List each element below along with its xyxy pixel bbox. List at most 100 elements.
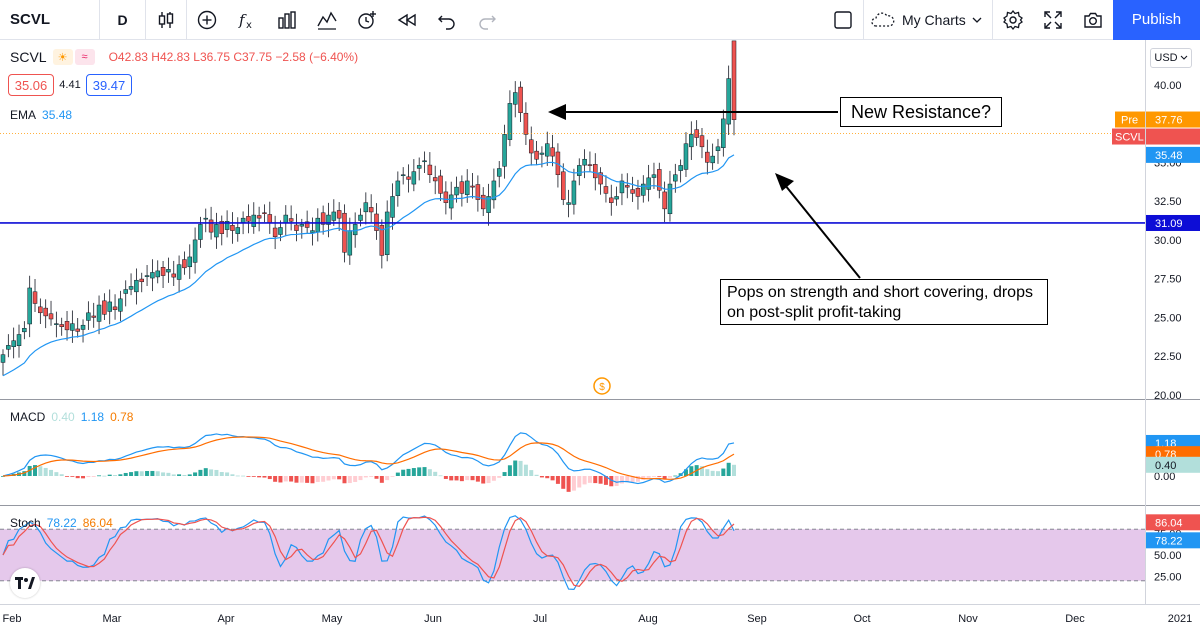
comment-arrow-line <box>784 184 861 279</box>
my-charts-label: My Charts <box>902 11 966 28</box>
spread-value: 4.41 <box>59 79 81 91</box>
stoch-d-value-label: 86.04 <box>1155 517 1183 529</box>
macd-histogram-bar <box>454 476 459 481</box>
undo-button[interactable] <box>427 0 467 40</box>
candle-down <box>48 313 54 320</box>
candle-up <box>86 312 91 321</box>
support-price-tag <box>1146 214 1200 231</box>
macd-histogram-bar <box>75 476 80 479</box>
macd-histogram-bar <box>331 476 336 480</box>
alert-button[interactable] <box>347 0 387 40</box>
redo-button[interactable] <box>467 0 507 40</box>
candle-down <box>32 291 38 304</box>
tradingview-logo[interactable] <box>10 568 40 598</box>
macd-histogram-bar <box>283 476 288 482</box>
candle-up <box>150 272 155 279</box>
price-tick-label: 30.00 <box>1154 235 1182 247</box>
macd-histogram-bar <box>358 476 363 481</box>
candle-down <box>230 225 235 231</box>
time-tick-label: Nov <box>958 613 978 625</box>
bar-style-icon <box>158 11 174 28</box>
symbol-label: SCVL <box>10 11 51 28</box>
stoch-d-line <box>2 516 735 587</box>
settings-button[interactable] <box>993 0 1033 40</box>
candle-down <box>561 171 566 200</box>
stoch-legend-d: 86.04 <box>82 516 113 530</box>
macd-histogram-bar <box>401 469 406 476</box>
resistance-callout[interactable]: New Resistance? <box>840 97 1002 127</box>
candle-up <box>390 196 395 218</box>
candle-down <box>262 212 267 215</box>
macd-histogram-bar <box>182 474 187 476</box>
macd-histogram-bar <box>171 474 176 476</box>
replay-button[interactable] <box>387 0 427 40</box>
bar-style-button[interactable] <box>146 0 186 40</box>
candle-up <box>689 134 694 148</box>
pre-price-tag <box>1146 111 1200 128</box>
macd-histogram-bar <box>177 474 182 476</box>
macd-histogram-bar <box>406 468 411 476</box>
macd-histogram-bar <box>97 475 102 477</box>
my-charts-button[interactable]: My Charts <box>863 0 993 40</box>
macd-histogram-bar <box>630 476 635 482</box>
snapshot-button[interactable] <box>1073 0 1113 40</box>
macd-histogram-bar <box>721 468 726 476</box>
macd-histogram-bar <box>294 476 299 483</box>
add-indicator-button[interactable] <box>187 0 227 40</box>
candle-up <box>331 211 337 221</box>
macd-histogram-bar <box>502 472 507 476</box>
stoch-legend-k: 78.22 <box>46 516 77 530</box>
compare-button[interactable] <box>307 0 347 40</box>
publish-button[interactable]: Publish <box>1113 0 1200 40</box>
comment-callout[interactable]: Pops on strength and short covering, dro… <box>720 279 1048 325</box>
financials-button[interactable] <box>267 0 307 40</box>
candle-up <box>582 158 587 166</box>
data-delayed-wave-icon: ≈ <box>74 49 95 65</box>
bid-ask-widget: 35.06 4.41 39.47 <box>8 74 132 96</box>
candle-down <box>480 194 486 210</box>
legend-badges: ☀ ≈ <box>52 49 95 65</box>
candle-down <box>112 306 118 310</box>
layout-button[interactable] <box>823 0 863 40</box>
macd-histogram-bar <box>38 466 43 476</box>
buy-ask-button[interactable]: 39.47 <box>86 74 132 96</box>
macd-histogram-bar <box>529 470 534 476</box>
macd-histogram-bar <box>614 476 619 486</box>
macd-histogram-bar <box>70 476 75 477</box>
macd-histogram-bar <box>315 476 320 482</box>
candle-down <box>603 186 609 194</box>
comment-arrow-head <box>775 173 794 191</box>
macd-histogram-bar <box>299 476 304 483</box>
ema-line <box>2 154 735 377</box>
main-legend: SCVL ☀ ≈ O42.83 H42.83 L36.75 C37.75 −2.… <box>10 49 358 65</box>
macd-histogram-bar <box>459 476 464 482</box>
candle-up <box>315 217 321 233</box>
candle-up <box>619 180 625 194</box>
candle-up <box>134 279 139 293</box>
currency-selector[interactable]: USD <box>1150 48 1192 68</box>
stoch-tick-label: 25.00 <box>1154 572 1182 584</box>
dividend-marker-label: $ <box>599 382 605 393</box>
pre-market-tag <box>1115 111 1145 128</box>
macd-histogram-bar <box>433 471 438 476</box>
replay-icon <box>397 13 416 26</box>
sell-bid-button[interactable]: 35.06 <box>8 74 54 96</box>
candle-down <box>635 187 641 197</box>
fullscreen-button[interactable] <box>1033 0 1073 40</box>
price-chart[interactable]: 40.0037.5035.0032.5030.0027.5025.0022.50… <box>0 40 1200 633</box>
macd-histogram-bar <box>497 476 502 478</box>
stoch-legend[interactable]: Stoch 78.22 86.04 <box>10 516 113 530</box>
macd-histogram-bar <box>635 476 640 482</box>
candle-up <box>240 217 246 223</box>
macd-histogram-bar <box>662 476 667 480</box>
ema-legend[interactable]: EMA 35.48 <box>10 108 72 122</box>
symbol-tag-label: SCVL <box>1115 132 1144 144</box>
macd-histogram-bar <box>470 476 475 481</box>
macd-histogram-bar <box>534 474 539 476</box>
symbol-search-button[interactable]: SCVL <box>0 0 100 40</box>
interval-button[interactable]: D <box>100 0 146 40</box>
macd-legend[interactable]: MACD 0.40 1.18 0.78 <box>10 410 133 424</box>
candle-down <box>59 324 64 328</box>
